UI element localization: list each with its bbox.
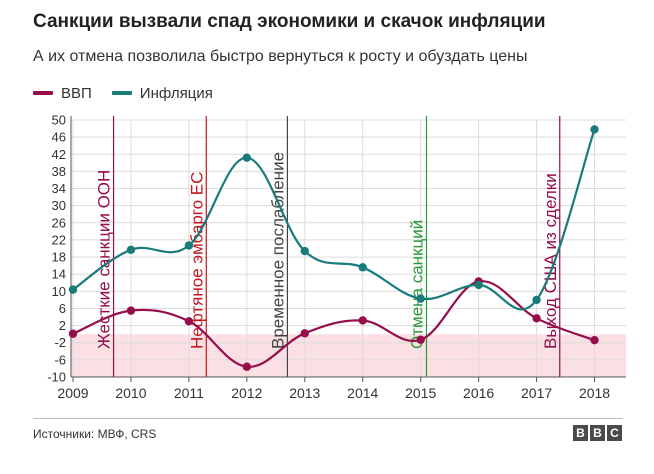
y-tick-label: 42 xyxy=(52,147,66,162)
x-tick-label: 2010 xyxy=(115,385,146,401)
x-tick-label: 2016 xyxy=(463,385,494,401)
series-line-inflation xyxy=(72,129,596,311)
y-tick-label: 38 xyxy=(52,164,66,179)
bbc-logo-letter: C xyxy=(607,425,622,441)
y-tick-label: 10 xyxy=(52,284,66,299)
data-point-gdp xyxy=(300,329,309,338)
event-label: Нефтяное эмбарго ЕС xyxy=(187,172,206,349)
data-point-gdp xyxy=(242,362,252,371)
source-note: Источники: МВФ, CRS xyxy=(33,427,157,441)
y-tick-label: 46 xyxy=(52,130,66,145)
data-point-inflation xyxy=(300,246,309,256)
y-tick-label: 18 xyxy=(52,250,66,265)
y-tick-label: 2 xyxy=(59,318,66,333)
event-label: Выход США из сделки xyxy=(541,173,560,349)
data-point-inflation xyxy=(590,125,599,134)
data-point-inflation xyxy=(532,295,541,305)
x-tick-label: 2012 xyxy=(231,385,262,401)
event-label: Временное послабление xyxy=(268,152,287,349)
data-point-inflation xyxy=(242,153,252,162)
data-point-inflation xyxy=(358,263,367,272)
x-tick-label: 2018 xyxy=(579,385,610,401)
series-line-gdp xyxy=(72,280,595,368)
x-tick-label: 2013 xyxy=(289,385,320,401)
y-tick-label: 6 xyxy=(59,301,66,316)
data-point-inflation xyxy=(184,241,194,250)
x-tick-label: 2011 xyxy=(174,385,204,401)
event-label: Жесткие санкции ООН xyxy=(95,170,114,349)
legend-item-inflation: Инфляция xyxy=(111,84,213,102)
data-point-gdp xyxy=(68,329,78,338)
data-point-inflation xyxy=(68,285,78,294)
data-point-inflation xyxy=(126,245,136,254)
bbc-logo-letter: B xyxy=(573,425,588,441)
bbc-logo: B B C xyxy=(571,425,622,441)
data-point-inflation xyxy=(474,280,483,290)
y-tick-label: -10 xyxy=(47,370,66,385)
legend: ВВП Инфляция xyxy=(33,83,233,103)
data-point-gdp xyxy=(416,335,425,344)
data-point-gdp xyxy=(358,316,367,325)
bbc-logo-letter: B xyxy=(590,425,605,441)
x-tick-label: 2015 xyxy=(405,385,436,401)
x-tick-label: 2009 xyxy=(57,385,88,401)
data-point-gdp xyxy=(590,335,599,345)
legend-swatch-inflation xyxy=(111,91,132,95)
data-point-gdp xyxy=(532,314,541,323)
legend-item-gdp: ВВП xyxy=(33,85,92,102)
data-point-inflation xyxy=(416,294,425,303)
legend-label-inflation: Инфляция xyxy=(139,84,213,102)
footer-divider xyxy=(33,418,623,419)
negative-region-band xyxy=(71,334,626,377)
chart-title: Санкции вызвали спад экономики и скачок … xyxy=(33,11,546,32)
y-tick-label: 22 xyxy=(52,232,66,247)
y-tick-label: -2 xyxy=(54,335,66,350)
y-tick-label: 30 xyxy=(52,198,66,213)
data-point-gdp xyxy=(184,317,194,326)
legend-swatch-gdp xyxy=(33,91,53,95)
legend-label-gdp: ВВП xyxy=(61,84,92,102)
x-tick-label: 2017 xyxy=(521,385,552,401)
x-tick-label: 2014 xyxy=(347,385,378,401)
chart-subtitle: А их отмена позволила быстро вернуться к… xyxy=(33,48,528,65)
y-tick-label: 14 xyxy=(52,267,66,282)
y-tick-label: -6 xyxy=(54,352,66,367)
y-tick-label: 50 xyxy=(52,113,66,128)
data-point-gdp xyxy=(126,306,136,315)
y-tick-label: 26 xyxy=(52,215,66,230)
y-tick-label: 34 xyxy=(52,181,66,196)
event-label: Отмена санкций xyxy=(407,220,426,349)
